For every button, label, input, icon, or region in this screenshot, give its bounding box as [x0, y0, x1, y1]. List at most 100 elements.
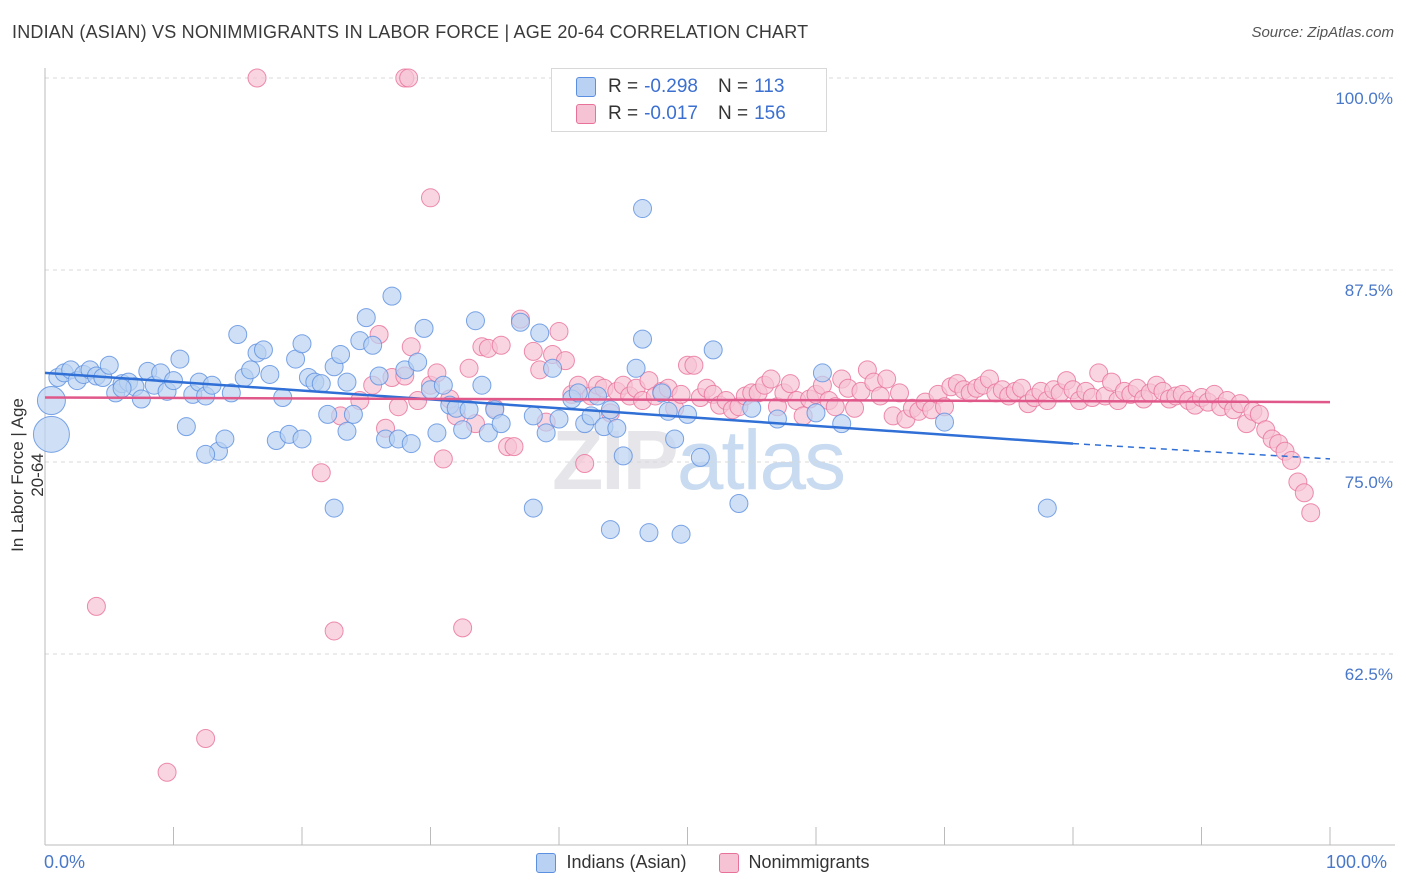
series-legend-label: Indians (Asian) — [566, 852, 687, 872]
nonimmigrants-point — [684, 355, 704, 375]
y-tick-label: 75.0% — [1345, 473, 1393, 492]
legend-n-value: 113 — [754, 76, 785, 97]
indians-point — [292, 429, 312, 449]
indians-point — [369, 366, 389, 386]
legend-swatch-pink — [576, 104, 596, 124]
indians-point — [112, 378, 132, 398]
indians-trend-line — [44, 371, 1074, 445]
nonimmigrants-point — [421, 188, 440, 208]
nonimmigrants-point — [388, 397, 408, 417]
indians-point — [408, 352, 428, 372]
indians-point — [99, 355, 119, 375]
indians-point — [459, 400, 479, 420]
indians-point — [253, 340, 273, 360]
y-tick-label: 62.5% — [1345, 665, 1393, 684]
nonimmigrants-point — [408, 391, 428, 411]
indians-point — [491, 414, 511, 434]
indians-point — [678, 404, 697, 424]
indians-point — [241, 360, 261, 380]
indians-point — [607, 418, 627, 438]
indians-point — [318, 404, 338, 424]
nonimmigrants-point — [825, 397, 845, 417]
indians-point — [523, 498, 543, 518]
nonimmigrants-point — [877, 369, 897, 389]
indians-point — [671, 524, 691, 544]
indians-point — [465, 311, 485, 331]
indians-point — [311, 374, 331, 394]
series-swatch-blue — [536, 852, 557, 873]
indians-point — [626, 358, 646, 378]
indians-point — [478, 423, 498, 443]
indians-point — [176, 417, 196, 437]
indians-point — [588, 386, 608, 406]
series-legend: Indians (Asian) Nonimmigrants — [0, 852, 1406, 873]
nonimmigrants-point — [845, 398, 865, 418]
nonimmigrants-point — [549, 321, 569, 341]
indians-point — [530, 323, 550, 343]
indians-point — [767, 409, 787, 429]
legend-r-label: R = — [608, 103, 639, 124]
indians-point — [729, 493, 749, 513]
indians-point — [427, 423, 447, 443]
indians-point — [363, 335, 383, 355]
indians-point — [549, 409, 569, 429]
indians-point — [36, 386, 66, 416]
indians-point — [196, 444, 216, 464]
indians-point — [472, 375, 492, 395]
indians-point — [639, 523, 659, 543]
indians-trend-extension — [1072, 442, 1331, 460]
nonimmigrants-point — [1281, 450, 1301, 470]
nonimmigrants-point — [86, 596, 106, 616]
indians-point — [337, 421, 357, 441]
indians-point — [536, 423, 556, 443]
nonimmigrants-point — [1089, 363, 1109, 383]
series-legend-nonimmigrants: Nonimmigrants — [718, 852, 870, 873]
indians-point — [324, 498, 344, 518]
indians-point — [228, 325, 248, 345]
y-tick-label: 100.0% — [1335, 89, 1393, 108]
indians-point — [343, 404, 363, 424]
indians-point — [600, 400, 620, 420]
legend-r-label: R = — [608, 76, 639, 97]
nonimmigrants-point — [247, 68, 267, 88]
series-legend-label: Nonimmigrants — [748, 852, 870, 872]
legend-r-value: -0.017 — [644, 103, 698, 124]
indians-point — [633, 329, 653, 349]
nonimmigrants-point — [157, 762, 177, 782]
nonimmigrants-point — [761, 369, 781, 389]
indians-point — [658, 401, 678, 421]
legend-n-value: 156 — [754, 103, 786, 124]
indians-point — [433, 375, 453, 395]
indians-point — [382, 286, 402, 306]
indians-point — [703, 340, 723, 360]
indians-point — [292, 334, 312, 354]
indians-point — [331, 344, 351, 364]
legend-n-label: N = — [717, 103, 749, 124]
legend-r-value: -0.298 — [644, 76, 698, 97]
nonimmigrants-point — [491, 335, 511, 355]
indians-point — [414, 318, 434, 338]
nonimmigrants-point — [504, 437, 524, 457]
indians-point — [543, 358, 563, 378]
indians-point — [613, 446, 633, 466]
indians-point — [453, 420, 473, 440]
indians-point — [935, 412, 954, 432]
x-tick-label-min: 0.0% — [44, 852, 86, 872]
y-tick-label: 87.5% — [1345, 281, 1393, 300]
indians-point — [633, 199, 653, 219]
series-swatch-pink — [718, 852, 739, 873]
indians-point — [600, 520, 620, 540]
indians-point — [690, 447, 710, 467]
nonimmigrants-point — [575, 454, 595, 474]
nonimmigrants-point — [1301, 503, 1321, 523]
indians-point — [665, 429, 685, 449]
indians-point — [1037, 498, 1057, 518]
nonimmigrants-trend-line — [44, 396, 1331, 404]
legend-row-nonimmigrants: R = -0.017 N = 156 — [552, 101, 786, 127]
nonimmigrants-point — [1102, 372, 1122, 392]
nonimmigrants-point — [433, 449, 453, 469]
nonimmigrants-point — [196, 728, 216, 748]
indians-point — [806, 403, 826, 423]
indians-point — [742, 398, 762, 418]
